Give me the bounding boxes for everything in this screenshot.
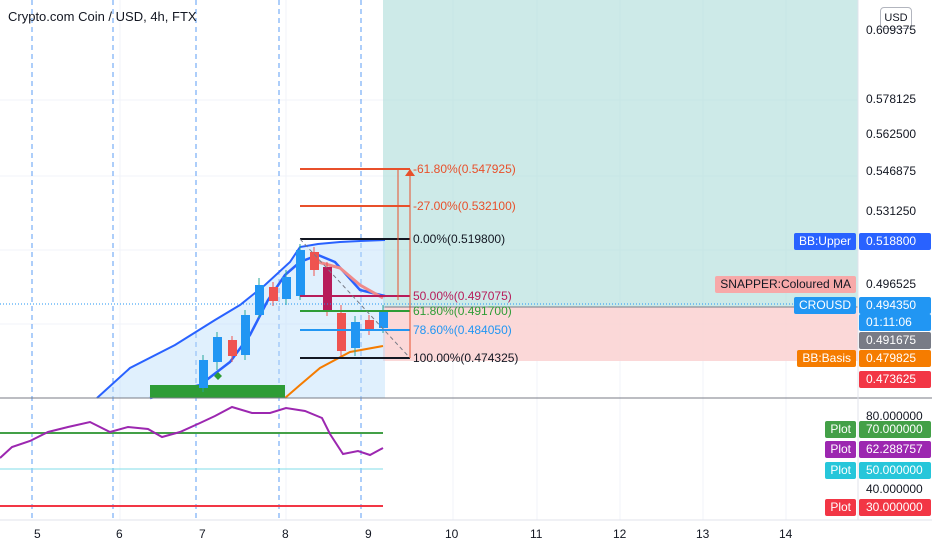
bb-upper-value: 0.518800: [859, 233, 931, 250]
bb-upper-tag: BB:Upper: [793, 233, 856, 250]
price-tick: 0.609375: [866, 23, 917, 37]
fib-label: -27.00%(0.532100): [413, 199, 516, 213]
bb-basis-tag: BB:Basis: [797, 350, 856, 367]
time-tick: 9: [365, 527, 372, 541]
rsi-tick: 40.000000: [866, 482, 923, 496]
fib-label: -61.80%(0.547925): [413, 162, 516, 176]
price-tick: 0.562500: [866, 127, 917, 141]
profit-zone: [383, 0, 858, 307]
time-tick: 11: [530, 527, 543, 541]
price-tick: 0.546875: [866, 164, 917, 178]
price-tick: 0.578125: [866, 92, 917, 106]
chart-title: Crypto.com Coin / USD, 4h, FTX: [8, 9, 197, 24]
bb-basis-value: 0.479825: [859, 350, 931, 367]
rsi-plot-value: 70.000000: [859, 421, 931, 438]
time-tick: 10: [445, 527, 459, 541]
symbol-price: 0.494350: [859, 297, 931, 314]
signal-bar: [150, 385, 285, 398]
currency-button[interactable]: USD: [880, 7, 912, 29]
symbol-tag: CROUSD: [793, 297, 856, 314]
fib-label: 50.00%(0.497075): [413, 289, 512, 303]
bar-countdown: 01:11:06: [859, 314, 931, 331]
rsi-plot-tag: Plot: [825, 421, 856, 438]
time-tick: 6: [116, 527, 123, 541]
snapper-ma-line: [317, 260, 384, 300]
rsi-plot-value: 50.000000: [859, 462, 931, 479]
stop-level-value: 0.491675: [859, 332, 931, 349]
rsi-line: [0, 405, 384, 459]
time-tick: 7: [199, 527, 206, 541]
bb-upper-line: [96, 239, 386, 399]
time-tick: 13: [696, 527, 710, 541]
snapper-value: 0.496525: [859, 276, 931, 293]
loss-zone: [383, 307, 858, 361]
rsi-plot-value: 30.000000: [859, 499, 931, 516]
rsi-tick: 80.000000: [866, 409, 923, 423]
snapper-tag: SNAPPER:Coloured MA: [715, 276, 856, 293]
fib-label: 61.80%(0.491700): [413, 304, 512, 318]
rsi-plot-tag: Plot: [825, 462, 856, 479]
fib-label: 78.60%(0.484050): [413, 323, 512, 337]
rsi-plot-value: 62.288757: [859, 441, 931, 458]
fib-label: 0.00%(0.519800): [413, 232, 506, 246]
rsi-plot-tag: Plot: [825, 441, 856, 458]
time-tick: 8: [282, 527, 289, 541]
fib-lines: [300, 168, 410, 359]
time-tick: 14: [779, 527, 793, 541]
candles: [199, 244, 388, 392]
target-level-value: 0.473625: [859, 371, 931, 388]
fib-label: 100.00%(0.474325): [413, 351, 519, 365]
price-tick: 0.531250: [866, 204, 917, 218]
rsi-plot-tag: Plot: [825, 499, 856, 516]
time-tick: 12: [613, 527, 627, 541]
time-tick: 5: [34, 527, 41, 541]
bb-basis-line: [284, 345, 384, 399]
